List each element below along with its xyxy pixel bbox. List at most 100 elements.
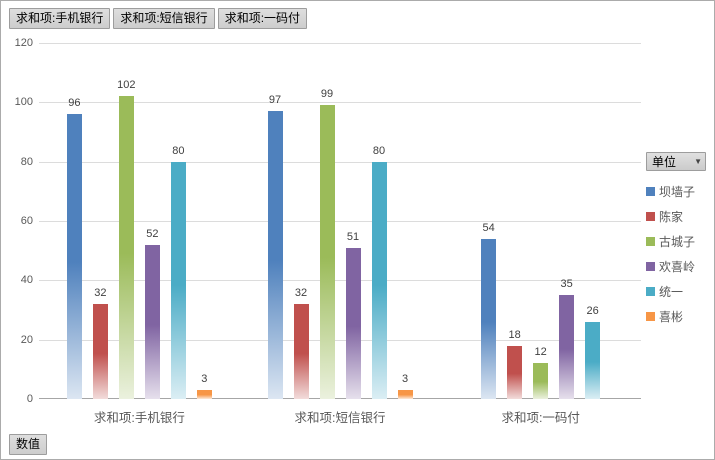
data-label: 52: [146, 228, 159, 240]
legend-item-label: 古城子: [659, 235, 696, 249]
data-label: 80: [372, 145, 386, 157]
bar-group-1: 96 32 102 52 80 3: [39, 43, 240, 399]
bar-slot: 3: [397, 43, 413, 399]
bar-统一-求和项:一码付[interactable]: [585, 322, 601, 399]
category-label-3: 求和项:一码付: [501, 411, 580, 425]
bar-slot: 54: [481, 43, 497, 399]
legend-item-label: 陈家: [659, 210, 684, 224]
y-tick-label-0: 0: [26, 393, 33, 405]
bar-陈家-求和项:一码付[interactable]: [507, 346, 523, 399]
y-tick-label-20: 20: [20, 334, 33, 346]
report-filter-buttons: 求和项:手机银行 求和项:短信银行 求和项:一码付: [9, 8, 308, 29]
data-label: 54: [482, 222, 495, 234]
bar-slot: 18: [507, 43, 523, 399]
legend-item-陈家: 陈家: [646, 204, 712, 229]
bar-古城子-求和项:短信银行[interactable]: [319, 105, 335, 399]
legend-swatch-icon: [646, 212, 655, 221]
bar-group-3: 54 18 12 35 26: [440, 43, 641, 399]
bar-slot: 80: [371, 43, 387, 399]
gridline-60: [39, 221, 641, 222]
legend-item-label: 坝墙子: [659, 185, 696, 199]
bar-欢喜岭-求和项:手机银行[interactable]: [144, 245, 160, 399]
legend-swatch-icon: [646, 237, 655, 246]
bar-groups: 96 32 102 52 80 3 97 32 99 51 80 3 54 18 12 35 26: [39, 43, 641, 399]
bar-slot: 52: [144, 43, 160, 399]
plot-area: 96 32 102 52 80 3 97 32 99 51 80 3 54 18 12 35 26: [39, 43, 641, 399]
bar-slot: 51: [345, 43, 361, 399]
legend-swatch-icon: [646, 262, 655, 271]
legend-item-统一: 统一: [646, 279, 712, 304]
y-axis: 0 20 40 60 80 100 120: [1, 37, 33, 405]
bar-古城子-求和项:手机银行[interactable]: [118, 96, 134, 399]
field-button-qr-pay[interactable]: 求和项:一码付: [217, 8, 308, 29]
bar-欢喜岭-求和项:短信银行[interactable]: [345, 248, 361, 399]
bar-统一-求和项:手机银行[interactable]: [170, 162, 186, 399]
legend-item-喜彬: 喜彬: [646, 304, 712, 329]
category-axis: 求和项:手机银行 求和项:短信银行 求和项:一码付: [39, 407, 641, 426]
legend-item-label: 喜彬: [659, 310, 684, 324]
field-button-sms-banking[interactable]: 求和项:短信银行: [113, 8, 215, 29]
data-label: 32: [94, 287, 107, 299]
data-label: 3: [401, 373, 409, 385]
bar-slot: 35: [559, 43, 575, 399]
legend-swatch-icon: [646, 287, 655, 296]
data-label: 12: [534, 346, 547, 358]
data-label: 35: [560, 278, 573, 290]
data-label: 102: [117, 79, 136, 91]
legend-items: 坝墙子陈家古城子欢喜岭统一喜彬: [646, 179, 712, 329]
bar-slot: 26: [585, 43, 601, 399]
bar-统一-求和项:短信银行[interactable]: [371, 162, 387, 399]
data-label: 32: [294, 287, 308, 299]
data-label: 51: [346, 231, 360, 243]
legend-item-label: 欢喜岭: [659, 260, 696, 274]
legend-item-欢喜岭: 欢喜岭: [646, 254, 712, 279]
bar-喜彬-求和项:短信银行[interactable]: [397, 390, 413, 399]
bar-陈家-求和项:短信银行[interactable]: [293, 304, 309, 399]
values-field-button[interactable]: 数值: [9, 434, 48, 455]
bar-坝墙子-求和项:手机银行[interactable]: [66, 114, 82, 399]
bar-slot: 99: [319, 43, 335, 399]
bar-slot: 97: [267, 43, 283, 399]
data-label: 26: [586, 305, 599, 317]
legend-item-坝墙子: 坝墙子: [646, 179, 712, 204]
bar-陈家-求和项:手机银行[interactable]: [92, 304, 108, 399]
bar-slot: 3: [196, 43, 212, 399]
bar-欢喜岭-求和项:一码付[interactable]: [559, 295, 575, 399]
bar-slot: 102: [117, 43, 136, 399]
data-label: 99: [320, 88, 334, 100]
bar-slot: 96: [66, 43, 82, 399]
gridline-120: [39, 43, 641, 44]
category-label-1: 求和项:手机银行: [93, 411, 185, 425]
gridline-100: [39, 102, 641, 103]
y-tick-label-40: 40: [20, 274, 33, 286]
data-label: 3: [201, 373, 208, 385]
bar-slot: 32: [92, 43, 108, 399]
bar-喜彬-求和项:手机银行[interactable]: [196, 390, 212, 399]
bar-古城子-求和项:一码付[interactable]: [533, 363, 549, 399]
bar-坝墙子-求和项:一码付[interactable]: [481, 239, 497, 399]
chevron-down-icon[interactable]: ▼: [694, 156, 702, 166]
legend-item-label: 统一: [659, 285, 684, 299]
bar-slot: 80: [170, 43, 186, 399]
legend-field-button[interactable]: 单位 ▼: [646, 152, 706, 171]
gridline-20: [39, 340, 641, 341]
data-label: 80: [172, 145, 185, 157]
legend-item-古城子: 古城子: [646, 229, 712, 254]
category-label-2: 求和项:短信银行: [294, 411, 386, 425]
bar-坝墙子-求和项:短信银行[interactable]: [267, 111, 283, 399]
data-label: 96: [68, 97, 81, 109]
legend-swatch-icon: [646, 312, 655, 321]
legend-swatch-icon: [646, 187, 655, 196]
legend-field-label: 单位: [652, 155, 677, 169]
y-tick-label-120: 120: [14, 37, 33, 49]
data-label: 97: [268, 94, 282, 106]
field-button-mobile-banking[interactable]: 求和项:手机银行: [9, 8, 111, 29]
y-tick-label-60: 60: [20, 215, 33, 227]
bar-group-2: 97 32 99 51 80 3: [240, 43, 441, 399]
legend: 单位 ▼ 坝墙子陈家古城子欢喜岭统一喜彬: [646, 152, 712, 329]
gridline-80: [39, 162, 641, 163]
y-tick-label-80: 80: [20, 156, 33, 168]
y-tick-label-100: 100: [14, 96, 33, 108]
data-label: 18: [508, 329, 521, 341]
